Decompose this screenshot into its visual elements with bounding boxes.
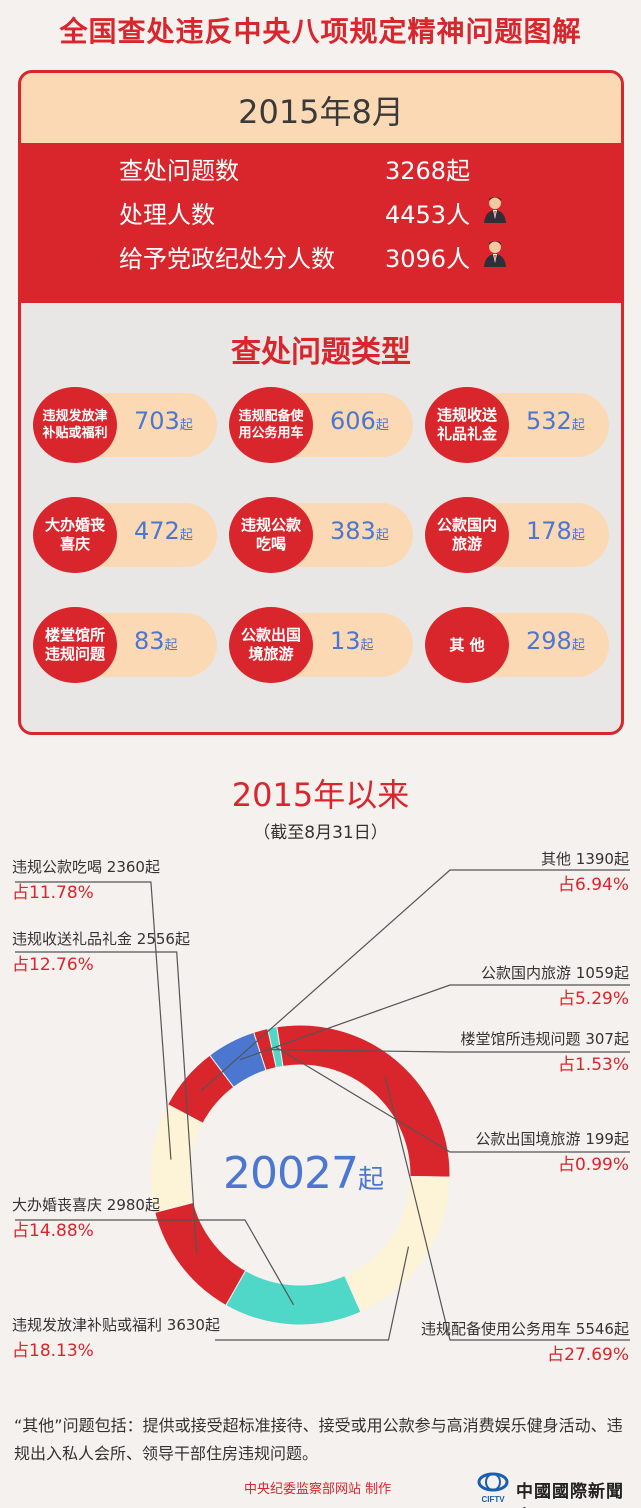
slice-pct-subsidies: 占18.13% — [12, 1341, 94, 1361]
stat-value-cases: 3268起 — [385, 157, 471, 185]
monthly-card: 2015年8月 查处问题数 3268起 处理人数 4453人 给予党政纪处分人数… — [18, 70, 624, 735]
ytd-title: 2015年以来 — [231, 776, 410, 814]
type-value: 83起 — [134, 627, 178, 655]
slice-pct-domestic-travel: 占5.29% — [557, 989, 629, 1009]
period-header: 2015年8月 — [21, 73, 621, 143]
type-pill: 违规收送礼品礼金 532起 — [425, 387, 609, 463]
person-icon — [484, 197, 506, 223]
type-value: 606起 — [330, 407, 389, 435]
stat-label-cases: 查处问题数 — [119, 157, 239, 185]
slice-pct-official-cars: 占27.69% — [547, 1345, 629, 1365]
types-title: 查处问题类型 — [231, 335, 411, 370]
type-name: 楼堂馆所违规问题 — [33, 607, 117, 683]
type-value: 13起 — [330, 627, 374, 655]
slice-label-domestic-travel: 公款国内旅游 1059起 — [481, 964, 629, 982]
slice-pct-buildings: 占1.53% — [557, 1055, 629, 1075]
slice-pct-other: 占6.94% — [557, 875, 629, 895]
type-name: 违规配备使用公务用车 — [229, 387, 313, 463]
leader-line — [239, 984, 630, 1061]
slice-label-other: 其他 1390起 — [541, 850, 629, 868]
type-name: 违规发放津补贴或福利 — [33, 387, 117, 463]
leader-line — [215, 1246, 410, 1341]
stat-value-punished: 3096人 — [385, 245, 471, 273]
slice-label-buildings: 楼堂馆所违规问题 307起 — [460, 1030, 629, 1048]
stat-label-punished: 给予党政纪处分人数 — [119, 245, 335, 273]
person-icon — [484, 241, 506, 267]
type-pill: 违规配备使用公务用车 606起 — [229, 387, 413, 463]
leader-line — [15, 1219, 295, 1306]
type-pill: 违规公款吃喝 383起 — [229, 497, 413, 573]
ciftv-globe-icon: CIFTV — [477, 1472, 509, 1504]
logo-text: 中國國際新聞臺 — [516, 1482, 624, 1508]
donut-slice — [149, 1103, 204, 1213]
stat-label-handled: 处理人数 — [119, 201, 215, 229]
type-pill: 公款出国境旅游 13起 — [229, 607, 413, 683]
slice-label-gifts: 违规收送礼品礼金 2556起 — [12, 930, 190, 948]
slice-pct-overseas-travel: 占0.99% — [557, 1155, 629, 1175]
slice-label-subsidies: 违规发放津补贴或福利 3630起 — [12, 1316, 220, 1334]
footnote: “其他”问题包括：提供或接受超标准接待、接受或用公款参与高消费娱乐健身活动、违规… — [14, 1416, 623, 1463]
slice-label-dining: 违规公款吃喝 2360起 — [12, 858, 160, 876]
leader-line — [265, 1048, 630, 1053]
slice-label-overseas-travel: 公款出国境旅游 199起 — [475, 1130, 629, 1148]
leader-line — [384, 1076, 630, 1341]
leader-line — [15, 881, 172, 1160]
stats-panel: 查处问题数 3268起 处理人数 4453人 给予党政纪处分人数 3096人 — [21, 143, 621, 303]
type-name: 其 他 — [425, 607, 509, 683]
leader-line — [275, 1046, 630, 1153]
ytd-subtitle: （截至8月31日） — [253, 823, 388, 843]
donut-chart — [15, 869, 630, 1341]
type-value: 383起 — [330, 517, 389, 545]
type-value: 298起 — [526, 627, 585, 655]
slice-pct-weddings: 占14.88% — [12, 1221, 94, 1241]
credit-line: 中央纪委监察部网站 制作 — [244, 1482, 392, 1497]
type-pill: 违规发放津补贴或福利 703起 — [33, 387, 217, 463]
type-name: 违规公款吃喝 — [229, 497, 313, 573]
type-pill: 公款国内旅游 178起 — [425, 497, 609, 573]
slice-label-weddings: 大办婚丧喜庆 2980起 — [12, 1196, 160, 1214]
type-value: 532起 — [526, 407, 585, 435]
type-pill: 楼堂馆所违规问题 83起 — [33, 607, 217, 683]
type-value: 472起 — [134, 517, 193, 545]
donut-hole — [190, 1065, 410, 1285]
stat-value-handled: 4453人 — [385, 201, 471, 229]
type-pill: 大办婚丧喜庆 472起 — [33, 497, 217, 573]
page-title: 全国查处违反中央八项规定精神问题图解 — [59, 15, 582, 48]
period-label: 2015年8月 — [238, 93, 404, 131]
leader-line — [200, 869, 630, 1092]
type-name: 大办婚丧喜庆 — [33, 497, 117, 573]
type-value: 703起 — [134, 407, 193, 435]
slice-pct-dining: 占11.78% — [12, 883, 94, 903]
type-name: 违规收送礼品礼金 — [425, 387, 509, 463]
slice-label-official-cars: 违规配备使用公务用车 5546起 — [421, 1320, 629, 1338]
type-value: 178起 — [526, 517, 585, 545]
total-count: 20027起 — [223, 1148, 384, 1199]
type-name: 公款出国境旅游 — [229, 607, 313, 683]
slice-pct-gifts: 占12.76% — [12, 955, 94, 975]
type-pill: 其 他 298起 — [425, 607, 609, 683]
leader-line — [15, 951, 198, 1254]
logo-sub: CIFTV — [481, 1495, 505, 1504]
type-name: 公款国内旅游 — [425, 497, 509, 573]
